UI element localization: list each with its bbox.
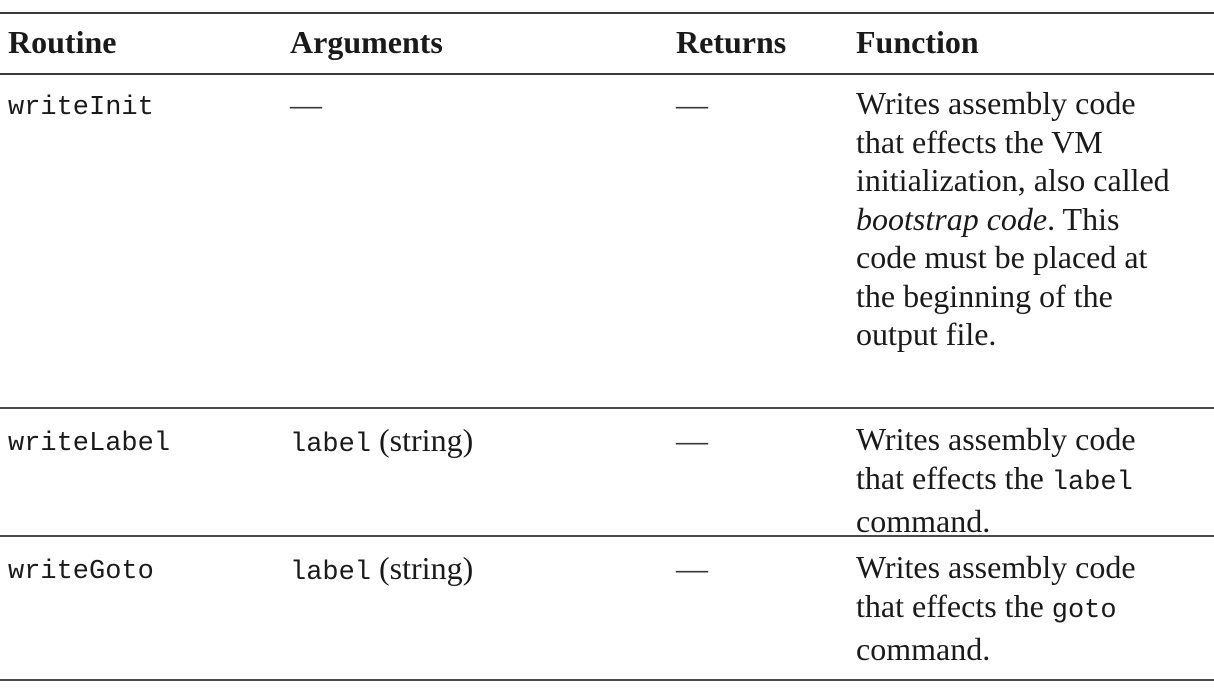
function-line: Writes assembly code bbox=[856, 421, 1136, 457]
row-divider bbox=[0, 407, 1214, 409]
arguments-writelabel: label (string) bbox=[290, 422, 473, 463]
argument-type: (string) bbox=[379, 422, 474, 458]
argument-type: (string) bbox=[379, 550, 474, 586]
function-writelabel: Writes assembly code that effects the la… bbox=[856, 420, 1136, 541]
header-routine: Routine bbox=[8, 24, 117, 60]
table-top-rule bbox=[0, 12, 1214, 14]
function-line: output file. bbox=[856, 316, 997, 352]
header-arguments: Arguments bbox=[290, 24, 443, 60]
label-command-code: label bbox=[1051, 467, 1133, 498]
function-line: code must be placed at bbox=[856, 239, 1148, 275]
function-line: Writes assembly code bbox=[856, 549, 1136, 585]
row-divider bbox=[0, 535, 1214, 537]
returns-writeinit: — bbox=[676, 86, 708, 122]
returns-writegoto: — bbox=[676, 550, 708, 586]
function-text: that effects the bbox=[856, 459, 1044, 496]
function-writegoto: Writes assembly code that effects the go… bbox=[856, 548, 1136, 669]
function-line-label: that effects the label bbox=[856, 459, 1136, 503]
function-line: command. bbox=[856, 631, 991, 667]
routine-name-writelabel: writeLabel bbox=[8, 429, 171, 459]
function-line-bootstrap: bootstrap code. This bbox=[856, 200, 1170, 239]
routine-name-writeinit: writeInit bbox=[8, 93, 154, 123]
header-function: Function bbox=[856, 24, 979, 60]
function-line: that effects the VM bbox=[856, 123, 1103, 160]
arguments-writegoto: label (string) bbox=[290, 550, 473, 591]
header-returns: Returns bbox=[676, 24, 787, 60]
function-line: the beginning of the bbox=[856, 277, 1113, 314]
argument-code: label bbox=[290, 558, 372, 588]
arguments-writeinit: — bbox=[290, 86, 322, 122]
function-writeinit: Writes assembly code that effects the VM… bbox=[856, 84, 1170, 354]
table-bottom-rule bbox=[0, 679, 1214, 681]
goto-command-code: goto bbox=[1051, 595, 1117, 626]
routine-name-writegoto: writeGoto bbox=[8, 557, 154, 587]
function-text: that effects the bbox=[856, 587, 1044, 624]
table-header-rule bbox=[0, 73, 1214, 75]
bootstrap-code-term: bootstrap code bbox=[856, 200, 1048, 237]
function-line: Writes assembly code bbox=[856, 85, 1136, 121]
argument-code: label bbox=[290, 430, 372, 460]
function-text: . This bbox=[1047, 200, 1120, 237]
function-line-goto: that effects the goto bbox=[856, 587, 1136, 631]
function-line: initialization, also called bbox=[856, 162, 1170, 198]
function-line: command. bbox=[856, 503, 991, 539]
returns-writelabel: — bbox=[676, 422, 708, 458]
